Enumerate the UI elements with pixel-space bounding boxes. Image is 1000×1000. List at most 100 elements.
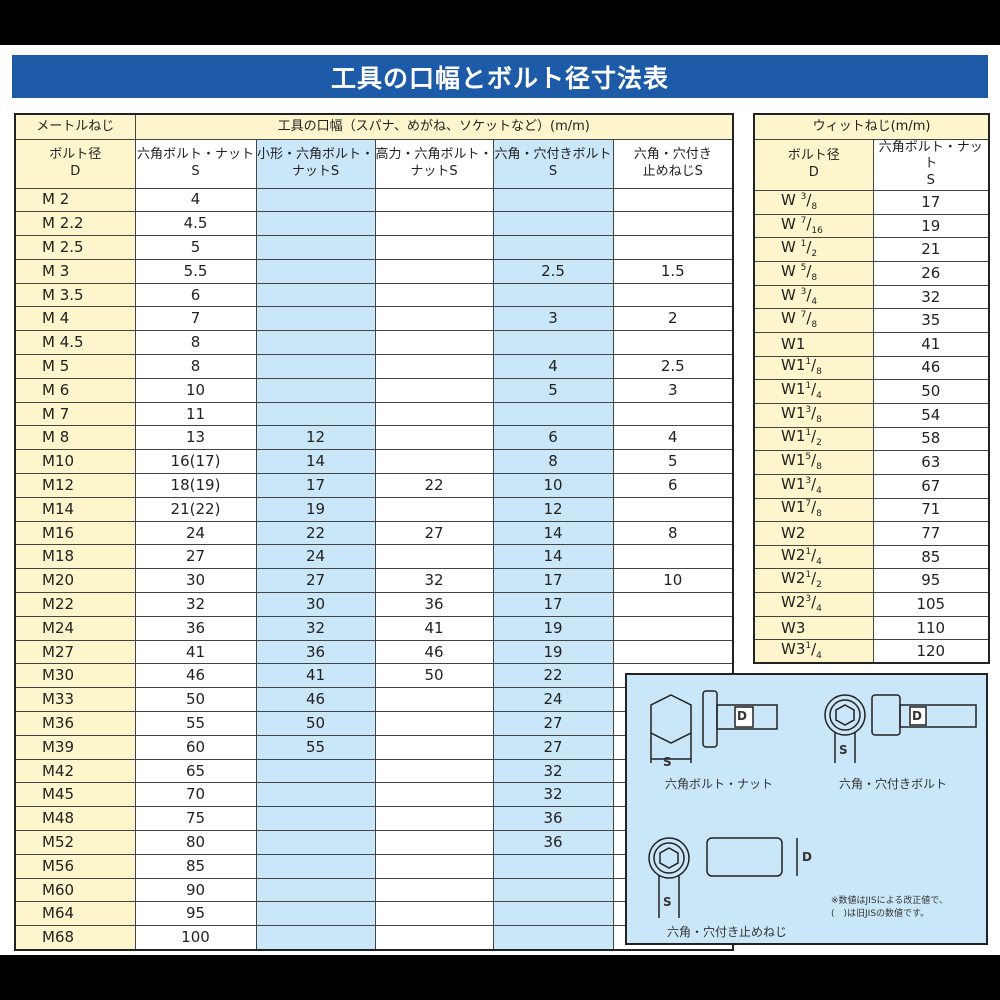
bolt-size-cell: M12 bbox=[14, 473, 136, 498]
fraction-numerator: 7 bbox=[805, 499, 812, 510]
fraction-denominator: 4 bbox=[816, 391, 822, 402]
size-prefix: W1 bbox=[781, 498, 806, 517]
value-cell: 110 bbox=[872, 615, 990, 641]
table-row: M12 18(19) 17 22 10 6 bbox=[14, 473, 734, 498]
diagram-panel: S D S D S D 六角ボルト・ナット 六角・穴付きボルト 六角・穴付き止め… bbox=[625, 673, 988, 945]
value-cell: 77 bbox=[872, 521, 990, 546]
bolt-size-cell: M 2.5 bbox=[14, 235, 136, 260]
value-cell bbox=[255, 758, 376, 784]
value-cell bbox=[612, 496, 734, 522]
hex-bolt-drawing bbox=[650, 690, 778, 763]
column-header: 六角・穴付き 止めねじS bbox=[612, 138, 734, 189]
value-cell: 60 bbox=[134, 734, 257, 760]
bolt-size-cell: M20 bbox=[14, 568, 136, 594]
value-cell: 10 bbox=[612, 568, 734, 594]
caption-set-screw: 六角・穴付き止めねじ bbox=[667, 925, 788, 939]
size-prefix: W3 bbox=[781, 639, 806, 658]
size-prefix: W bbox=[781, 261, 801, 280]
size-prefix: W1 bbox=[781, 356, 806, 375]
table-row: W 1/2 21 bbox=[753, 237, 990, 263]
value-cell: 30 bbox=[255, 592, 376, 617]
table-row: M 6 10 5 3 bbox=[14, 377, 734, 403]
table-row: M18 27 24 14 bbox=[14, 544, 734, 570]
value-cell: 85 bbox=[872, 544, 990, 570]
table-row: M16 24 22 27 14 8 bbox=[14, 520, 734, 546]
value-cell: 70 bbox=[134, 782, 257, 808]
page-title: 工具の口幅とボルト径寸法表 bbox=[12, 55, 988, 98]
table-row: W13/4 67 bbox=[753, 473, 990, 499]
value-cell: 58 bbox=[872, 426, 990, 452]
table-row: W11/8 46 bbox=[753, 355, 990, 381]
fraction-numerator: 7 bbox=[800, 215, 807, 226]
value-cell bbox=[612, 282, 734, 308]
value-cell: 41 bbox=[134, 639, 257, 665]
value-cell: 71 bbox=[872, 497, 990, 523]
value-cell: 36 bbox=[492, 830, 614, 855]
value-cell: 6 bbox=[492, 425, 614, 451]
value-cell bbox=[492, 187, 614, 213]
caption-socket-bolt: 六角・穴付きボルト bbox=[839, 777, 948, 791]
s-label-2: S bbox=[839, 743, 848, 757]
bolt-size-cell: W 3/8 bbox=[753, 190, 874, 215]
bolt-size-cell: M60 bbox=[14, 877, 136, 903]
size-prefix: W1 bbox=[781, 380, 806, 399]
bolt-size-cell: M42 bbox=[14, 758, 136, 784]
top-black-bar bbox=[0, 0, 1000, 45]
table-row: M14 21(22) 19 12 bbox=[14, 496, 734, 522]
value-cell: 16(17) bbox=[134, 449, 257, 475]
value-cell: 14 bbox=[492, 544, 614, 570]
bolt-size-cell: M33 bbox=[14, 687, 136, 713]
table-row: M 7 11 bbox=[14, 401, 734, 427]
table-row: W 3/4 32 bbox=[753, 284, 990, 310]
value-cell: 50 bbox=[255, 711, 376, 736]
d-label-3: D bbox=[802, 850, 812, 864]
value-cell: 63 bbox=[872, 450, 990, 475]
value-cell bbox=[612, 187, 734, 213]
bolt-size-cell: M 8 bbox=[14, 425, 136, 451]
set-screw-drawing bbox=[648, 837, 798, 918]
bolt-size-cell: M22 bbox=[14, 592, 136, 617]
value-cell: 12 bbox=[255, 425, 376, 451]
size-prefix: W1 bbox=[781, 427, 806, 446]
value-cell: 10 bbox=[134, 377, 257, 403]
value-cell bbox=[374, 544, 494, 570]
value-cell: 14 bbox=[492, 520, 614, 546]
table-row: M24 36 32 41 19 bbox=[14, 615, 734, 641]
value-cell: 95 bbox=[872, 568, 990, 594]
value-cell: 24 bbox=[134, 520, 257, 546]
value-cell: 32 bbox=[134, 592, 257, 617]
value-cell: 32 bbox=[492, 782, 614, 808]
fraction-denominator: 4 bbox=[816, 650, 822, 661]
table-row: W 7/16 19 bbox=[753, 213, 990, 239]
value-cell: 13 bbox=[134, 425, 257, 451]
value-cell: 7 bbox=[134, 306, 257, 332]
value-cell bbox=[374, 258, 494, 284]
fraction-denominator: 8 bbox=[816, 462, 822, 473]
value-cell: 6 bbox=[134, 282, 257, 308]
bolt-size-cell: W31/4 bbox=[753, 639, 874, 664]
bolt-size-cell: W15/8 bbox=[753, 450, 874, 475]
s-label-3: S bbox=[663, 895, 672, 909]
table-row: W21/2 95 bbox=[753, 568, 990, 594]
value-cell bbox=[374, 806, 494, 832]
fraction-numerator: 1 bbox=[805, 357, 812, 368]
value-cell bbox=[374, 354, 494, 379]
size-prefix: W1 bbox=[781, 334, 806, 353]
value-cell: 35 bbox=[872, 308, 990, 334]
value-cell: 80 bbox=[134, 830, 257, 855]
fraction-denominator: 4 bbox=[816, 556, 822, 567]
value-cell: 32 bbox=[492, 758, 614, 784]
value-cell bbox=[374, 687, 494, 713]
whitworth-header: ウィットねじ(m/m) bbox=[753, 113, 990, 140]
value-cell: 24 bbox=[492, 687, 614, 713]
table-row: W13/8 54 bbox=[753, 402, 990, 428]
bolt-size-cell: W2 bbox=[753, 521, 874, 546]
value-cell bbox=[374, 449, 494, 475]
value-cell bbox=[612, 592, 734, 617]
value-cell bbox=[492, 282, 614, 308]
d-label: D bbox=[737, 709, 747, 723]
note-line-2: ( )は旧JISの数値です。 bbox=[831, 909, 930, 919]
value-cell: 4.5 bbox=[134, 211, 257, 237]
bolt-size-cell: M56 bbox=[14, 853, 136, 879]
